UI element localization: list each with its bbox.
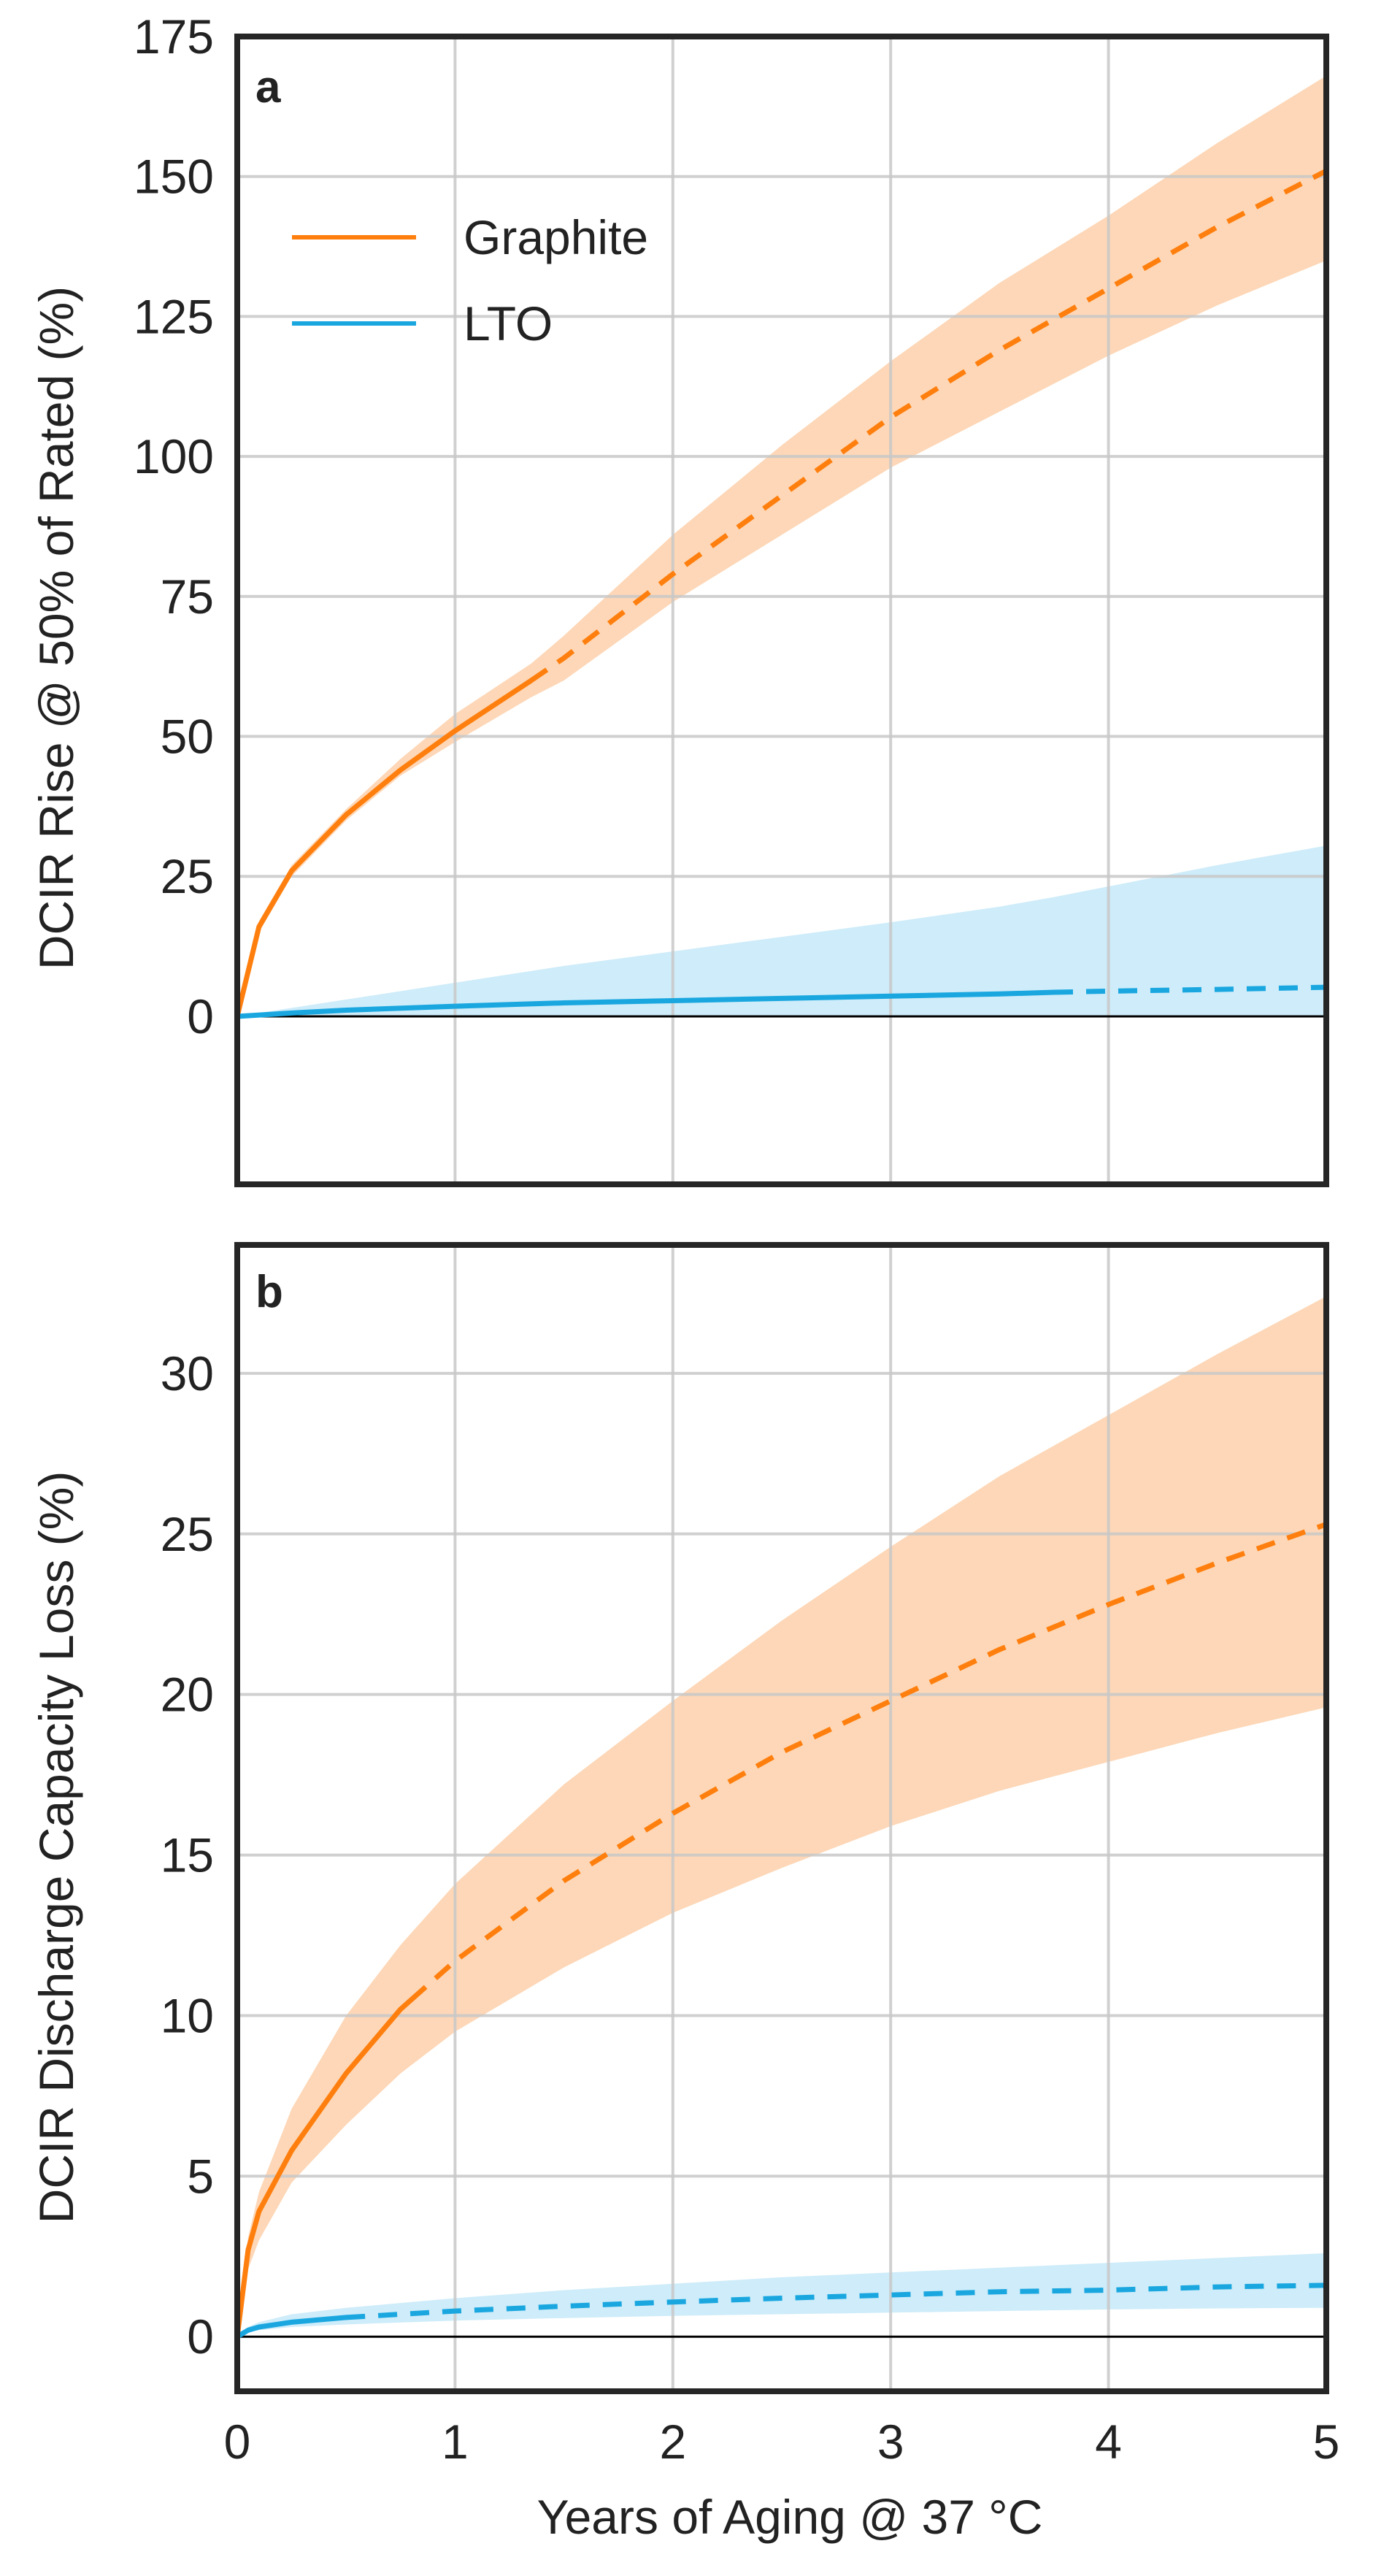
panel-b-ytick-label: 5 (187, 2149, 214, 2203)
panel-a-lines (234, 168, 1328, 1019)
panel-b-xtick-label: 5 (1313, 2415, 1340, 2469)
panel-b-frame (234, 1242, 1329, 2394)
panel-a-graphite-line-solid (234, 678, 534, 1019)
panel-a-ytick-label: 175 (134, 9, 214, 64)
panel-a-bands (237, 75, 1326, 1017)
panel-b-graphite-line-solid (234, 1997, 415, 2339)
panel-b-ytick-label: 20 (161, 1668, 214, 1722)
panel-b-ytick-label: 25 (161, 1507, 214, 1561)
panel-a-ytick-label: 75 (161, 570, 214, 624)
panel-b-xtick-labels: 0 1 2 3 4 5 (224, 2415, 1340, 2469)
panel-b-ytick-label: 0 (187, 2309, 214, 2364)
panel-a-ylabel: DCIR Rise @ 50% of Rated (%) (29, 286, 83, 970)
panel-a-lto-line-solid (234, 989, 1057, 1019)
panel-b-xtick-label: 4 (1095, 2415, 1122, 2469)
panel-a-label: a (255, 62, 281, 112)
panel-a: 0 25 50 75 100 125 150 175 a DCIR Rise @ 50% of… (29, 9, 1329, 1187)
panel-b-ylabel: DCIR Discharge Capacity Loss (%) (29, 1471, 83, 2224)
panel-a-frame (234, 34, 1329, 1187)
panel-a-frame-box (234, 34, 1329, 1187)
panel-b-graphite-band (237, 1296, 1326, 2337)
panel-a-ytick-labels: 0 25 50 75 100 125 150 175 (134, 9, 214, 1043)
panel-a-graphite-line-dashed (529, 168, 1328, 683)
panel-a-ytick-label: 125 (134, 289, 214, 343)
panel-b-ytick-label: 15 (161, 1828, 214, 1882)
legend: Graphite LTO (292, 210, 648, 350)
x-axis-title: Years of Aging @ 37 °C (537, 2490, 1043, 2544)
panel-b-ytick-labels: 0 5 10 15 20 25 30 (161, 1346, 214, 2364)
panel-b-grid (237, 1245, 1326, 2391)
panel-b-xtick-label: 0 (224, 2415, 251, 2469)
panel-a-graphite-band (237, 75, 1326, 1017)
panel-b-lto-line-solid (234, 2315, 349, 2339)
panel-b-lto-band (237, 2253, 1326, 2337)
panel-b-label: b (255, 1267, 283, 1317)
panel-a-ytick-label: 0 (187, 989, 214, 1043)
panel-b-xtick-label: 1 (442, 2415, 469, 2469)
panel-b-ytick-label: 30 (161, 1346, 214, 1400)
legend-lto-label: LTO (464, 296, 553, 350)
panel-a-lto-band (237, 846, 1326, 1016)
panel-a-ytick-label: 150 (134, 150, 214, 204)
panel-a-ytick-label: 25 (161, 849, 214, 903)
legend-graphite-label: Graphite (464, 210, 648, 264)
panel-b-frame-box (234, 1242, 1329, 2394)
panel-a-lto-line-dashed (1053, 984, 1327, 995)
panel-b-lto-line-dashed (345, 2282, 1327, 2320)
panel-b-xtick-label: 2 (659, 2415, 686, 2469)
panel-b-bands (237, 1296, 1326, 2337)
panel-a-ytick-label: 100 (134, 429, 214, 483)
panel-b-lines (234, 1522, 1328, 2339)
panel-a-ytick-label: 50 (161, 710, 214, 764)
panel-b: 0 5 10 15 20 25 30 0 1 2 3 4 5 b DCIR Discharge Cap… (29, 1242, 1340, 2544)
panel-b-ytick-label: 10 (161, 1988, 214, 2042)
panel-b-xtick-label: 3 (877, 2415, 904, 2469)
